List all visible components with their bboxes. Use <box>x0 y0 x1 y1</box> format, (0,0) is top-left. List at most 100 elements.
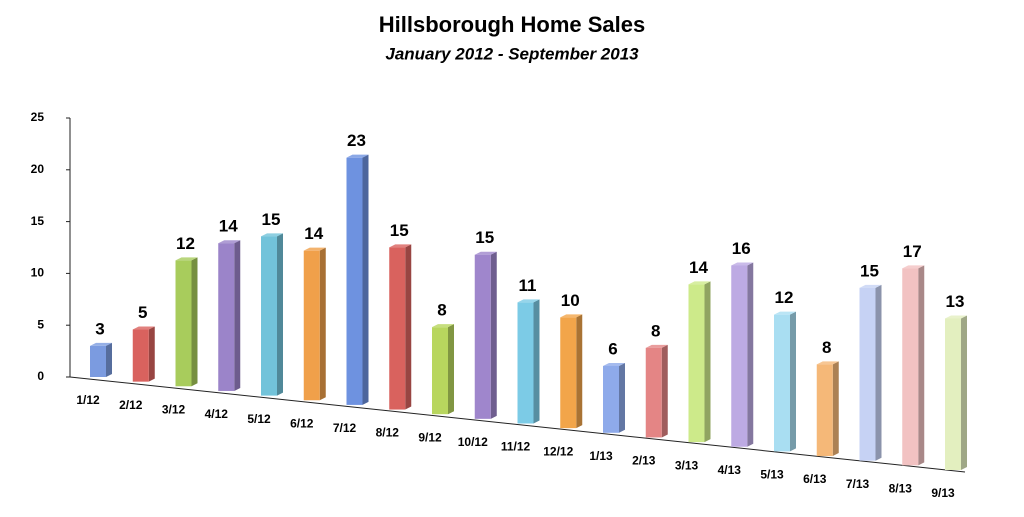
bar-side <box>191 257 198 387</box>
bar <box>816 364 833 457</box>
bar-top <box>389 244 412 248</box>
bar <box>902 268 919 466</box>
bar-side <box>490 251 497 419</box>
x-tick-label: 7/13 <box>846 477 870 491</box>
y-tick-label: 10 <box>31 266 45 280</box>
bar <box>346 157 363 405</box>
y-tick-label: 0 <box>37 369 44 383</box>
bar-side <box>961 315 967 470</box>
bar-side <box>832 361 839 457</box>
x-tick-label: 9/13 <box>931 486 955 500</box>
bar-side <box>277 233 283 396</box>
x-tick-label: 6/12 <box>290 416 314 430</box>
bar-side <box>747 262 754 447</box>
bar-side <box>619 362 625 433</box>
bar <box>859 287 876 461</box>
bar-side <box>148 326 155 382</box>
value-label: 15 <box>262 210 281 229</box>
value-label: 14 <box>689 258 708 277</box>
bar-top <box>902 265 925 269</box>
bar-top <box>432 324 454 328</box>
bar-side <box>790 311 796 452</box>
bar <box>303 250 320 401</box>
bar-side <box>576 314 583 429</box>
value-label: 12 <box>176 234 195 253</box>
value-label: 15 <box>475 228 494 247</box>
chart-subtitle: January 2012 - September 2013 <box>385 44 639 63</box>
bar <box>603 365 619 433</box>
bar-top <box>774 311 796 315</box>
x-tick-label: 10/12 <box>458 435 488 449</box>
x-tick-label: 5/12 <box>247 412 271 426</box>
bar-side <box>448 324 454 415</box>
bar-top <box>945 315 967 319</box>
bar <box>945 318 961 470</box>
x-tick-label: 2/13 <box>632 454 656 468</box>
bar <box>731 265 748 447</box>
bar-top <box>688 281 711 285</box>
bar <box>688 284 705 443</box>
bar <box>389 247 406 410</box>
bar <box>175 260 192 387</box>
value-label: 23 <box>347 131 366 150</box>
value-label: 10 <box>561 291 580 310</box>
y-tick-label: 5 <box>37 317 44 331</box>
x-tick-label: 3/13 <box>675 458 699 472</box>
bar <box>560 317 577 429</box>
x-tick-label: 6/13 <box>803 472 827 486</box>
value-label: 12 <box>775 288 794 307</box>
x-tick-label: 1/12 <box>76 393 100 407</box>
bar <box>90 345 106 377</box>
value-label: 13 <box>946 292 965 311</box>
bar-side <box>405 244 412 410</box>
y-tick-label: 15 <box>31 214 45 228</box>
bar-top <box>859 284 882 288</box>
x-axis <box>69 376 966 473</box>
bar-side <box>362 154 369 405</box>
x-tick-label: 1/13 <box>589 449 613 463</box>
bar-side <box>533 299 540 424</box>
y-tick-label: 25 <box>31 110 45 124</box>
value-label: 8 <box>651 321 660 340</box>
x-tick-label: 11/12 <box>501 440 531 454</box>
value-label: 8 <box>437 301 446 320</box>
bar-top <box>474 251 497 255</box>
bar <box>774 314 790 452</box>
bar-side <box>875 284 882 461</box>
bar <box>517 302 534 424</box>
bar-top <box>560 314 583 318</box>
bar-top <box>261 233 283 237</box>
x-tick-label: 5/13 <box>760 468 784 482</box>
bar <box>432 327 448 415</box>
bar-side <box>319 247 326 401</box>
value-label: 6 <box>608 339 617 358</box>
bar-top <box>90 342 112 346</box>
value-label: 15 <box>390 221 409 240</box>
value-label: 11 <box>519 276 537 295</box>
bar-side <box>106 342 112 377</box>
value-label: 3 <box>95 319 104 338</box>
bar-top <box>218 240 241 244</box>
bar-side <box>661 344 668 438</box>
bar-top <box>731 262 754 266</box>
x-tick-label: 9/12 <box>418 430 442 444</box>
bar <box>474 254 491 419</box>
value-label: 14 <box>304 224 323 243</box>
y-tick-label: 20 <box>31 162 45 176</box>
bar <box>218 243 235 391</box>
x-tick-label: 8/13 <box>889 482 913 496</box>
bar-top <box>603 362 625 366</box>
value-label: 14 <box>219 217 238 236</box>
value-label: 15 <box>860 261 879 280</box>
bar-top <box>346 154 369 158</box>
x-tick-label: 4/13 <box>718 463 742 477</box>
bar-side <box>704 281 711 443</box>
x-tick-label: 4/12 <box>205 407 229 421</box>
bar-top <box>132 326 155 330</box>
value-label: 5 <box>138 303 147 322</box>
bar-top <box>175 257 198 261</box>
bar <box>132 329 149 382</box>
bar <box>645 347 662 438</box>
x-tick-label: 12/12 <box>543 444 573 458</box>
